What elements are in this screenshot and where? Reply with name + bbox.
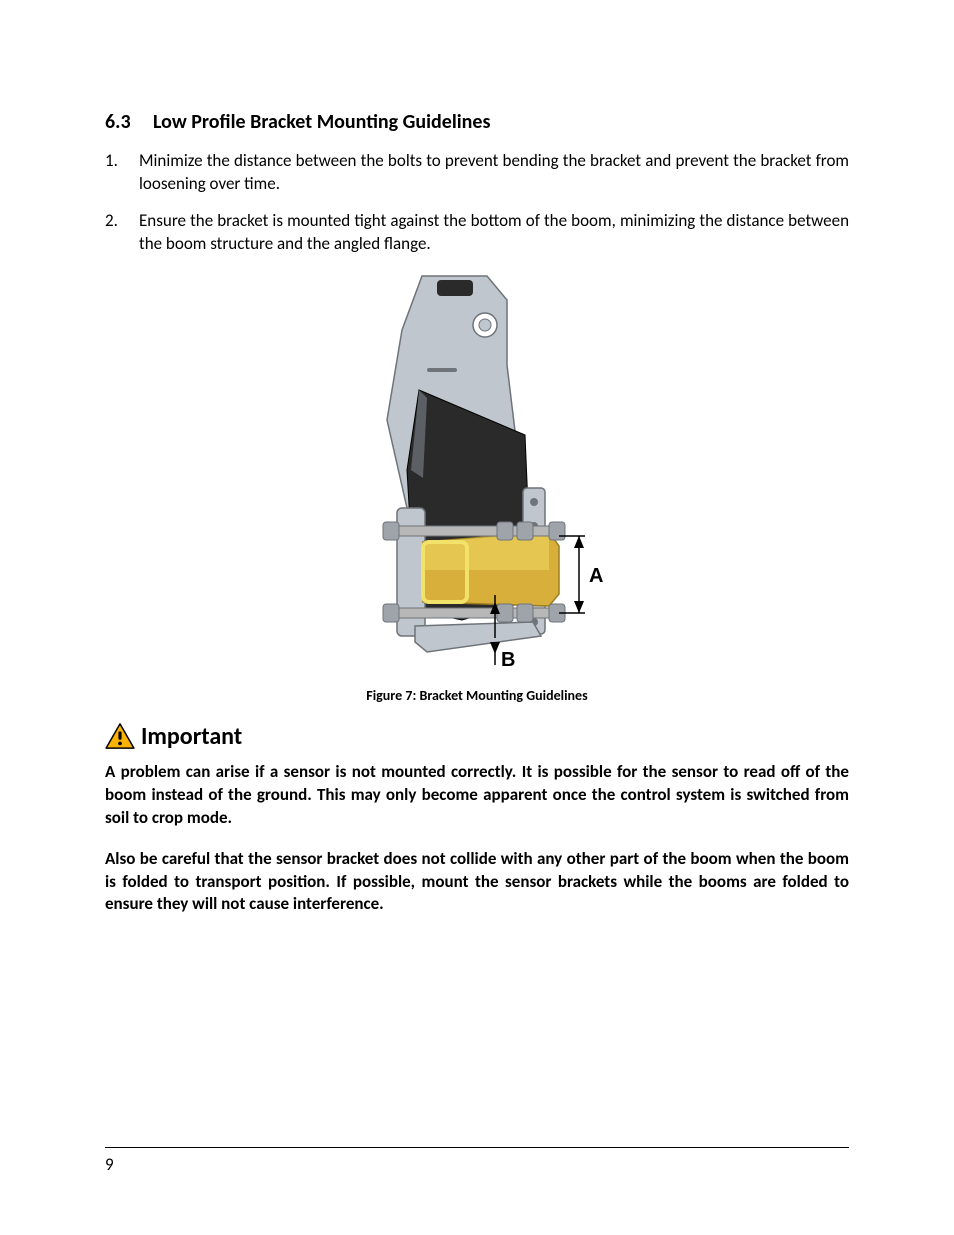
warning-icon: [105, 723, 135, 749]
footer-rule: [105, 1147, 849, 1148]
bracket-diagram: A B: [327, 270, 627, 676]
important-paragraph-2: Also be careful that the sensor bracket …: [105, 848, 849, 917]
dimension-b-label: B: [501, 649, 515, 671]
section-heading: 6.3 Low Profile Bracket Mounting Guideli…: [105, 110, 849, 134]
list-item: 2. Ensure the bracket is mounted tight a…: [105, 210, 849, 256]
dimension-a-label: A: [589, 565, 603, 587]
section-number: 6.3: [105, 110, 153, 134]
section-title: Low Profile Bracket Mounting Guidelines: [153, 110, 490, 134]
list-item-number: 2.: [105, 210, 139, 256]
figure-caption: Figure 7: Bracket Mounting Guidelines: [105, 687, 849, 704]
important-label: Important: [141, 722, 242, 751]
page-number: 9: [105, 1154, 849, 1175]
important-header: Important: [105, 722, 849, 751]
document-page: 6.3 Low Profile Bracket Mounting Guideli…: [0, 0, 954, 1235]
list-item-text: Ensure the bracket is mounted tight agai…: [139, 210, 849, 256]
list-item-text: Minimize the distance between the bolts …: [139, 150, 849, 196]
list-item-number: 1.: [105, 150, 139, 196]
list-item: 1. Minimize the distance between the bol…: [105, 150, 849, 196]
guidelines-list: 1. Minimize the distance between the bol…: [105, 150, 849, 256]
important-paragraph-1: A problem can arise if a sensor is not m…: [105, 761, 849, 830]
figure-container: A B Figure 7: Bracket Mounting Guideline…: [105, 270, 849, 704]
page-footer: 9: [105, 1147, 849, 1175]
